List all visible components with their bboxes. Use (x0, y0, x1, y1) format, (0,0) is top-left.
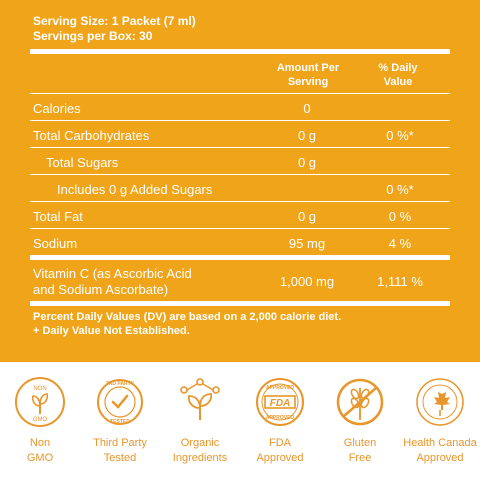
badge-gluten-free: Gluten Free (320, 374, 400, 464)
divider (30, 120, 450, 121)
svg-text:APPROVED: APPROVED (266, 415, 294, 421)
svg-text:FDA: FDA (270, 398, 291, 409)
nutrition-facts-panel: Serving Size: 1 Packet (7 ml) Servings p… (0, 0, 480, 362)
badge-label: FDA Approved (256, 437, 304, 464)
nutrient-row-vitamin-c: Vitamin C (as Ascorbic Acid and Sodium A… (33, 266, 423, 297)
badge-health-canada: Health Canada Approved (400, 374, 480, 464)
nutrient-row-total-sugars: Total Sugars 0 g (46, 155, 317, 170)
divider (30, 228, 450, 229)
organic-ingredients-icon (180, 378, 220, 420)
third-party-tested-icon: 3RD PARTY TESTED (97, 379, 143, 425)
gluten-free-icon (336, 378, 384, 426)
svg-text:TESTED: TESTED (110, 419, 130, 425)
servings-per-box: Servings per Box: 30 (33, 29, 153, 43)
divider (30, 147, 450, 148)
svg-text:NON: NON (33, 386, 46, 392)
badge-non-gmo: NON GMO Non GMO (0, 374, 80, 464)
nutrient-row-sodium: Sodium 95 mg 4 % (33, 236, 412, 251)
divider (30, 201, 450, 202)
svg-text:APPROVED: APPROVED (266, 385, 294, 391)
badge-label: Third Party Tested (93, 437, 147, 464)
amount-per-serving-header: Amount Per Serving (276, 62, 340, 88)
divider (30, 174, 450, 175)
svg-text:3RD PARTY: 3RD PARTY (106, 381, 135, 387)
daily-value-header: % Daily Value (378, 62, 418, 88)
divider (30, 93, 450, 94)
thick-divider (30, 255, 450, 260)
badge-label: Non GMO (26, 437, 54, 464)
badge-label: Organic Ingredients (172, 437, 228, 464)
badge-fda-approved: APPROVED FDA APPROVED FDA Approved (240, 374, 320, 464)
nutrient-row-calories: Calories 0 (33, 101, 311, 116)
footnote: Percent Daily Values (DV) are based on a… (33, 311, 342, 337)
nutrient-row-total-carbohydrates: Total Carbohydrates 0 g 0 %* (33, 128, 414, 143)
fda-approved-icon: APPROVED FDA APPROVED (256, 378, 304, 426)
badge-label: Gluten Free (343, 437, 377, 464)
badge-label: Health Canada Approved (403, 437, 477, 464)
badge-organic-ingredients: Organic Ingredients (160, 374, 240, 464)
thick-divider (30, 301, 450, 306)
non-gmo-icon: NON GMO (15, 377, 65, 427)
nutrient-row-added-sugars: Includes 0 g Added Sugars 0 %* (57, 182, 414, 197)
nutrient-row-total-fat: Total Fat 0 g 0 % (33, 209, 412, 224)
serving-size: Serving Size: 1 Packet (7 ml) (33, 14, 196, 28)
svg-text:GMO: GMO (33, 417, 48, 423)
serving-info: Serving Size: 1 Packet (7 ml) Servings p… (33, 14, 196, 44)
thick-divider (30, 49, 450, 54)
badge-third-party-tested: 3RD PARTY TESTED Third Party Tested (80, 374, 160, 464)
health-canada-icon (416, 378, 464, 426)
